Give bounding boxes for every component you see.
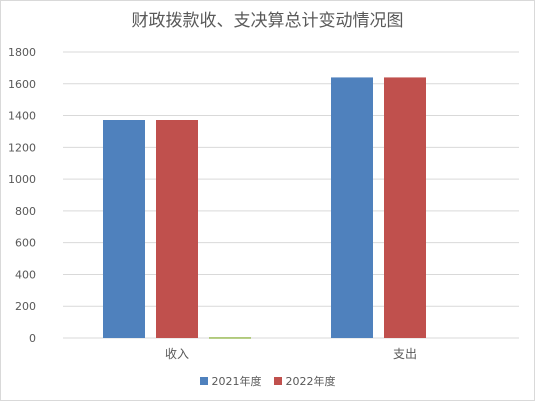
chart-title: 财政拨款收、支决算总计变动情况图 — [131, 11, 404, 31]
bar-2022年度-支出 — [384, 77, 426, 338]
legend-label: 2022年度 — [285, 375, 336, 388]
legend-item: 2021年度 — [199, 373, 262, 389]
y-tick-label: 400 — [15, 268, 36, 281]
legend-swatch — [199, 377, 208, 385]
bar-2021年度-收入 — [103, 120, 145, 338]
chart-legend: 2021年度 2022年度 — [0, 373, 535, 389]
x-category-label: 支出 — [393, 347, 417, 361]
y-tick-label: 0 — [29, 332, 36, 345]
bar-2021年度-支出 — [331, 77, 373, 338]
legend-label: 2021年度 — [211, 375, 262, 388]
y-tick-label: 1000 — [8, 173, 36, 186]
x-category-label: 收入 — [165, 347, 189, 361]
legend-swatch — [273, 377, 282, 385]
y-tick-label: 200 — [15, 300, 36, 313]
y-tick-label: 600 — [15, 237, 36, 250]
bar-2022年度-收入 — [156, 120, 198, 338]
bar-series-3-收入 — [209, 337, 251, 339]
y-tick-label: 1200 — [8, 141, 36, 154]
y-tick-label: 1600 — [8, 78, 36, 91]
y-tick-label: 800 — [15, 205, 36, 218]
y-tick-label: 1400 — [8, 110, 36, 123]
legend-item: 2022年度 — [273, 373, 336, 389]
y-tick-label: 1800 — [8, 46, 36, 59]
